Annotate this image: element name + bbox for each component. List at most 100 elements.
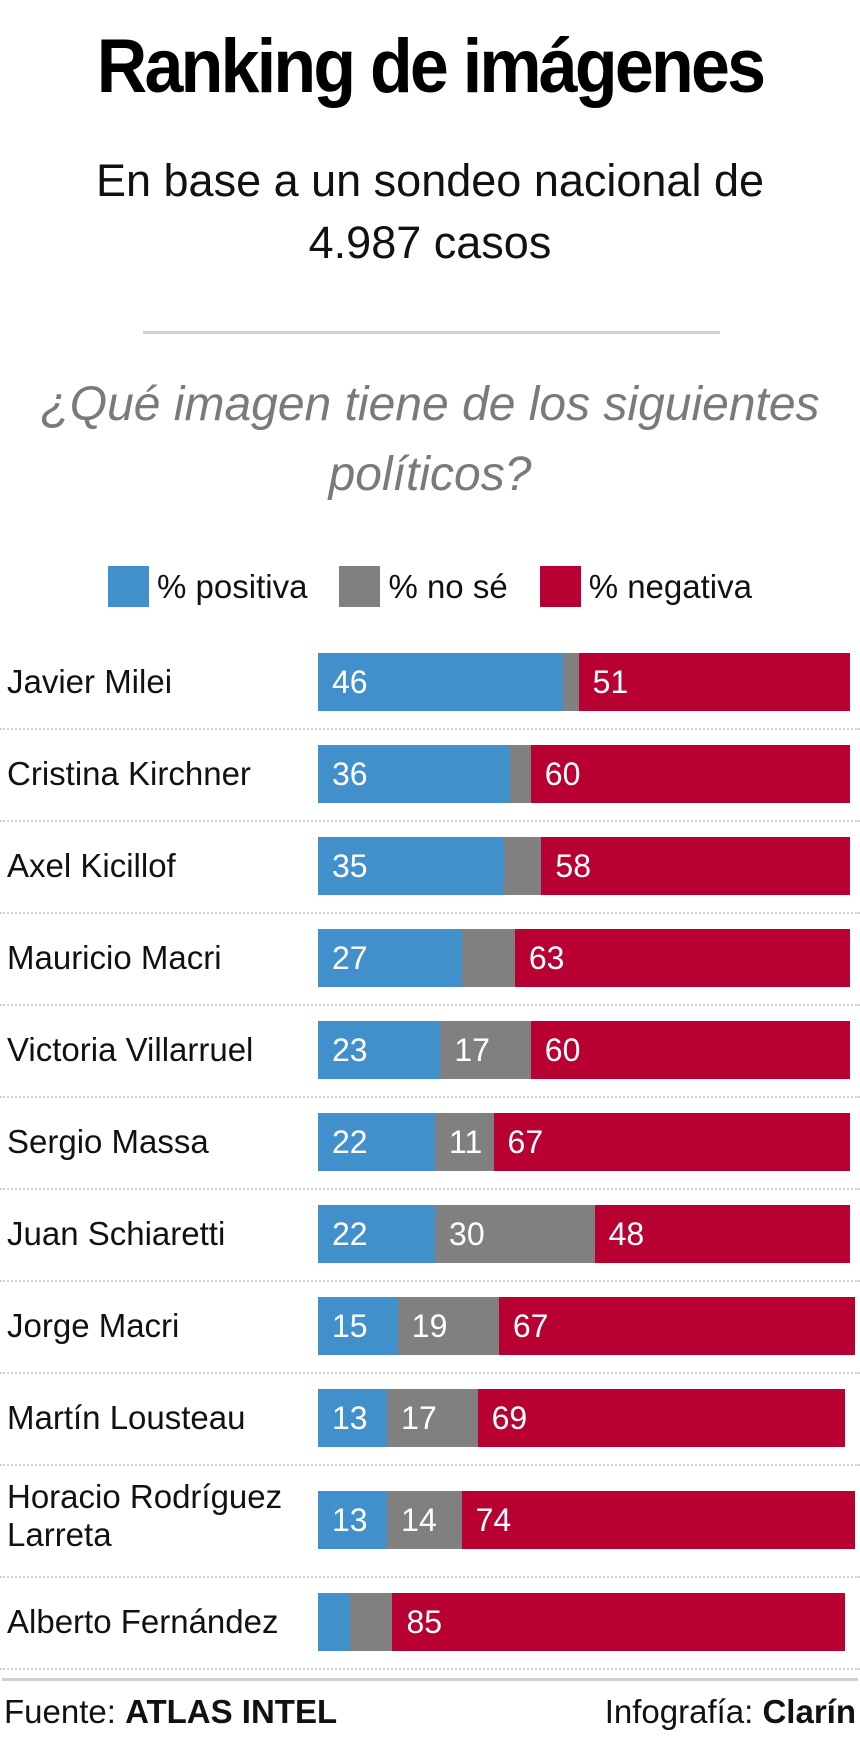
bar-segment-unsure (349, 1593, 393, 1651)
bar-segment-negative: 60 (530, 745, 850, 803)
data-label: 22 (332, 1124, 368, 1160)
data-label: 69 (491, 1400, 528, 1436)
category-label: Victoria Villarruel (7, 1031, 254, 1068)
bar-segment-negative: 67 (498, 1297, 856, 1355)
data-label: 13 (332, 1502, 368, 1538)
source-credit: Fuente: ATLAS INTEL (4, 1693, 337, 1731)
category-label: Horacio Rodríguez Larreta (7, 1478, 283, 1553)
bar-segment-positive (318, 1593, 350, 1651)
data-label: 35 (332, 848, 368, 884)
bar-segment-unsure: 19 (397, 1297, 499, 1355)
chart-row: Jorge Macri 15 19 67 (0, 1282, 860, 1374)
source-name: ATLAS INTEL (125, 1693, 338, 1730)
category-label: Juan Schiaretti (7, 1215, 226, 1252)
data-label: 19 (411, 1308, 448, 1344)
stacked-bar: 27 63 (318, 929, 850, 987)
data-label: 15 (332, 1308, 368, 1344)
data-label: 36 (332, 756, 368, 792)
category-label: Axel Kicillof (7, 847, 176, 884)
data-label: 51 (592, 664, 629, 700)
bar-segment-positive: 13 (318, 1491, 388, 1549)
bar-segment-unsure: 17 (387, 1389, 478, 1447)
stacked-bar: 23 17 60 (318, 1021, 850, 1079)
source-prefix: Fuente: (4, 1693, 126, 1730)
legend-label-no-se: % no sé (388, 567, 508, 605)
legend-label-positiva: % positiva (157, 567, 308, 605)
chart-row: Mauricio Macri 27 63 (0, 914, 860, 1006)
stacked-bar: 22 30 48 (318, 1205, 850, 1263)
data-label: 67 (512, 1308, 549, 1344)
bar-segment-negative: 67 (493, 1113, 850, 1171)
bar-segment-positive: 36 (318, 745, 510, 803)
bar-segment-negative: 51 (578, 653, 850, 711)
legend-item-positiva: % positiva (108, 566, 307, 607)
data-label: 30 (449, 1216, 485, 1252)
bar-segment-unsure (562, 653, 579, 711)
bar-segment-positive: 23 (318, 1021, 441, 1079)
bar-segment-positive: 13 (318, 1389, 388, 1447)
data-label: 67 (507, 1124, 544, 1160)
stacked-bar: 15 19 67 (318, 1297, 856, 1355)
bar-segment-unsure: 11 (435, 1113, 494, 1171)
data-label: 63 (528, 940, 565, 976)
legend: % positiva % no sé % negativa (0, 566, 860, 607)
bar-segment-unsure (461, 929, 515, 987)
stacked-bar: 36 60 (318, 745, 850, 803)
bar-segment-positive: 22 (318, 1113, 436, 1171)
category-label: Alberto Fernández (7, 1603, 279, 1640)
credit-name: Clarín (762, 1693, 856, 1730)
category-label: Martín Lousteau (7, 1399, 246, 1436)
credit-prefix: Infografía: (604, 1693, 763, 1730)
header-divider (143, 331, 720, 334)
data-label: 13 (332, 1400, 368, 1436)
data-label: 85 (406, 1604, 443, 1640)
bar-segment-negative: 60 (530, 1021, 850, 1079)
bar-segment-negative: 85 (392, 1593, 845, 1651)
category-label: Javier Milei (7, 663, 173, 700)
category-label: Jorge Macri (7, 1307, 180, 1344)
bar-segment-positive: 15 (318, 1297, 398, 1355)
legend-swatch-no-se (339, 566, 381, 607)
chart-row: Alberto Fernández 85 (0, 1578, 860, 1670)
chart-subtitle: En base a un sondeo nacional de 4.987 ca… (95, 155, 765, 268)
bar-segment-unsure: 17 (440, 1021, 531, 1079)
bar-segment-positive: 27 (318, 929, 462, 987)
stacked-bar: 46 51 (318, 653, 850, 711)
data-label: 27 (332, 940, 368, 976)
bar-segment-negative: 58 (541, 837, 850, 895)
data-label: 11 (449, 1124, 483, 1160)
bar-segment-negative: 69 (477, 1389, 845, 1447)
legend-item-negativa: % negativa (539, 566, 752, 607)
bar-segment-negative: 74 (461, 1491, 856, 1549)
stacked-bar: 35 58 (318, 837, 850, 895)
stacked-bar: 13 17 69 (318, 1389, 845, 1447)
footer-divider (2, 1678, 858, 1681)
chart-row: Javier Milei 46 51 (0, 638, 860, 730)
category-label: Cristina Kirchner (7, 755, 251, 792)
bar-segment-positive: 35 (318, 837, 505, 895)
survey-question: ¿Qué imagen tiene de los siguientes polí… (40, 378, 820, 501)
bar-segment-unsure: 14 (387, 1491, 462, 1549)
bar-segment-unsure (509, 745, 531, 803)
data-label: 74 (475, 1502, 512, 1538)
legend-label-negativa: % negativa (588, 567, 752, 605)
category-label: Mauricio Macri (7, 939, 222, 976)
chart-row: Martín Lousteau 13 17 69 (0, 1374, 860, 1466)
chart-row: Juan Schiaretti 22 30 48 (0, 1190, 860, 1282)
data-label: 48 (608, 1216, 645, 1252)
chart-row: Axel Kicillof 35 58 (0, 822, 860, 914)
legend-item-no-se: % no sé (339, 566, 508, 607)
stacked-bar: 85 (318, 1593, 845, 1651)
chart-row: Cristina Kirchner 36 60 (0, 730, 860, 822)
bar-segment-negative: 63 (514, 929, 850, 987)
chart-title: Ranking de imágenes (96, 24, 766, 109)
data-label: 60 (544, 756, 581, 792)
data-label: 22 (332, 1216, 368, 1252)
chart-row: Horacio Rodríguez Larreta 13 14 74 (0, 1466, 860, 1578)
data-label: 14 (401, 1502, 437, 1538)
bar-segment-positive: 22 (318, 1205, 436, 1263)
bar-segment-unsure (504, 837, 542, 895)
legend-swatch-negativa (539, 566, 581, 607)
stacked-bar: 13 14 74 (318, 1491, 856, 1549)
legend-swatch-positiva (108, 566, 150, 607)
